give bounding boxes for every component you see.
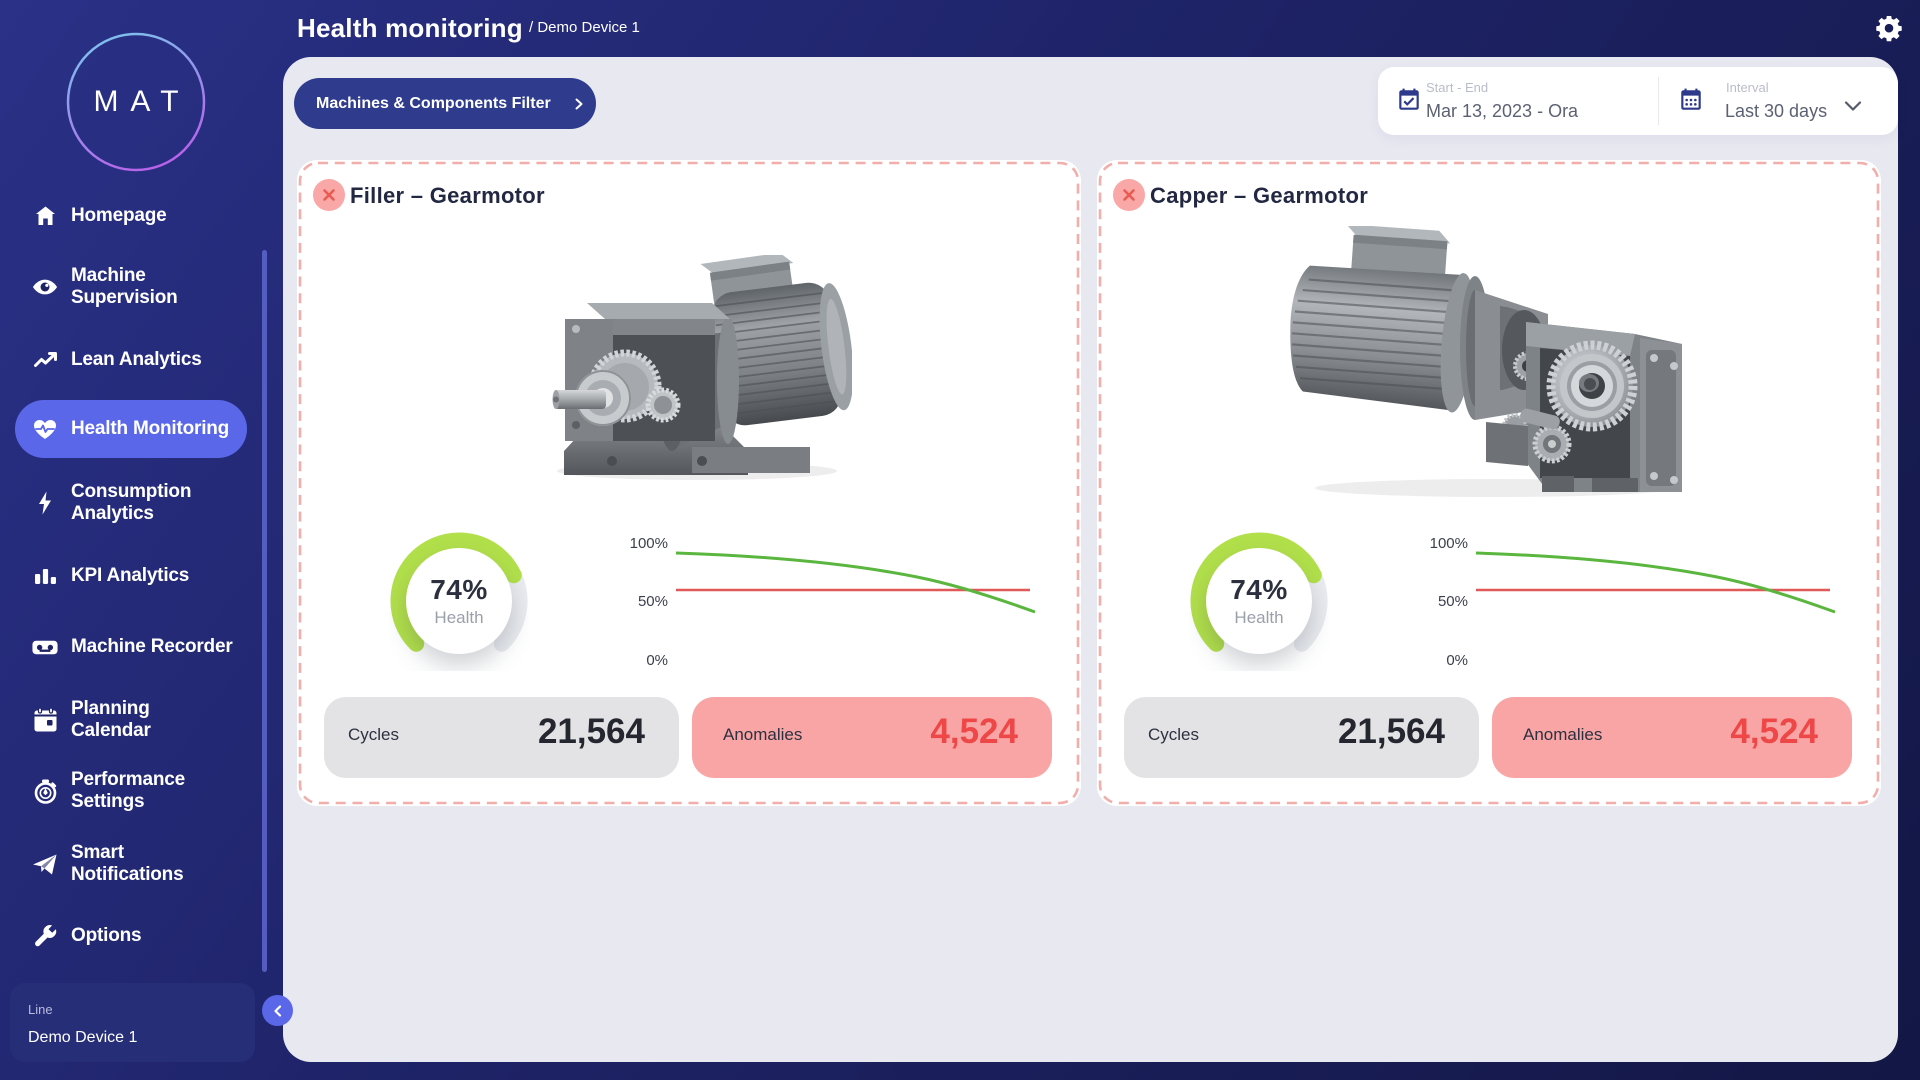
- svg-text:100%: 100%: [630, 535, 668, 552]
- svg-text:50%: 50%: [1438, 593, 1468, 610]
- svg-text:50%: 50%: [638, 593, 668, 610]
- svg-text:0%: 0%: [646, 652, 668, 669]
- svg-text:100%: 100%: [1430, 535, 1468, 552]
- svg-text:0%: 0%: [1446, 652, 1468, 669]
